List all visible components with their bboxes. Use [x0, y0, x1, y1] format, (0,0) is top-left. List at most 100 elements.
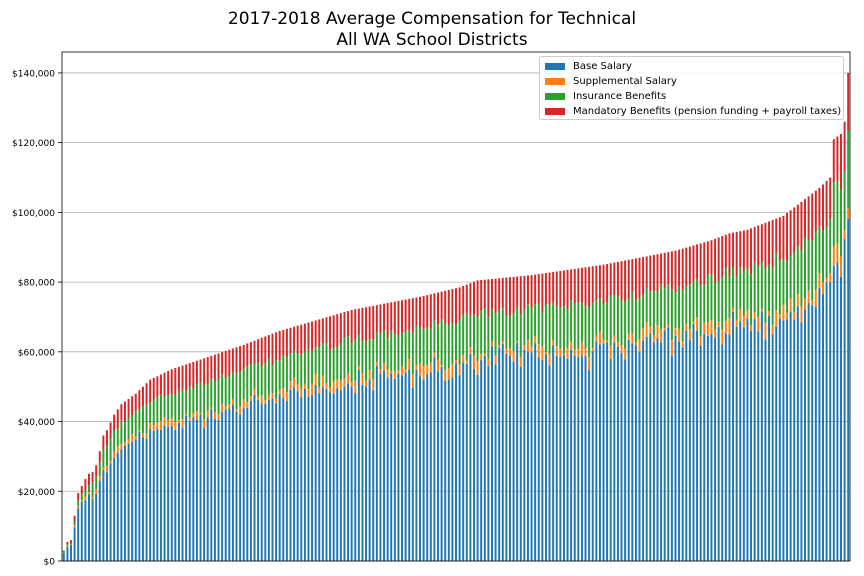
bar-segment [620, 261, 623, 301]
legend-swatch-supplemental-salary [545, 77, 565, 85]
bar-segment [555, 345, 558, 356]
bar-segment [559, 356, 562, 561]
bar-segment [170, 425, 173, 561]
bar-segment [109, 461, 112, 464]
bar-segment [800, 306, 803, 323]
bar-segment [120, 444, 123, 450]
bar-segment [462, 362, 465, 561]
bar-segment [516, 343, 519, 561]
bar-segment [685, 324, 688, 331]
bar-segment [462, 355, 465, 363]
bar-segment [710, 320, 713, 334]
bar-segment [789, 210, 792, 256]
bar-segment [483, 279, 486, 309]
bar-segment [494, 364, 497, 561]
bar-segment [372, 305, 375, 340]
bar-segment [260, 404, 263, 561]
bar-segment [487, 359, 490, 366]
bar-segment [588, 370, 591, 561]
bar-segment [329, 350, 332, 388]
bar-segment [311, 351, 314, 384]
bar-segment [674, 250, 677, 293]
bar-segment [271, 393, 274, 399]
bar-segment [289, 353, 292, 382]
bar-segment [843, 121, 846, 172]
bar-segment [573, 303, 576, 350]
bar-segment [203, 384, 206, 420]
bar-segment [419, 364, 422, 377]
bar-segment [458, 320, 461, 366]
legend-item-base-salary: Base Salary [545, 59, 632, 73]
bar-segment [429, 328, 432, 363]
bar-segment [757, 331, 760, 561]
bar-segment [419, 327, 422, 365]
bar-segment [260, 337, 263, 367]
bar-segment [804, 298, 807, 310]
bar-segment [242, 369, 245, 400]
bar-segment [674, 335, 677, 561]
bar-segment [411, 387, 414, 561]
legend-item-insurance-benefits: Insurance Benefits [545, 89, 666, 103]
bar-segment [210, 378, 213, 408]
bar-segment [645, 322, 648, 337]
bar-segment [149, 423, 152, 430]
bar-segment [365, 386, 368, 561]
bar-segment [354, 392, 357, 561]
bar-segment [84, 490, 87, 497]
bar-segment [307, 349, 310, 389]
bar-segment [753, 319, 756, 561]
bar-segment [588, 307, 591, 357]
bar-segment [498, 345, 501, 348]
bar-segment [303, 383, 306, 389]
bar-segment [501, 341, 504, 345]
y-tick-label: $80,000 [18, 279, 55, 289]
bar-segment [620, 345, 623, 354]
bar-segment [660, 284, 663, 330]
bar-segment [642, 340, 645, 561]
bar-segment [231, 371, 234, 400]
bar-segment [624, 359, 627, 561]
bar-segment [624, 301, 627, 349]
bar-segment [267, 395, 270, 400]
bar-segment [598, 331, 601, 345]
bar-segment [588, 356, 591, 371]
bar-segment [228, 349, 231, 377]
bar-segment [246, 343, 249, 367]
bar-segment [177, 366, 180, 391]
bar-segment [753, 227, 756, 262]
bar-segment [361, 341, 364, 374]
bar-segment [246, 366, 249, 402]
bar-segment [116, 453, 119, 561]
bar-segment [246, 401, 249, 408]
bar-segment [649, 326, 652, 334]
bar-segment [433, 293, 436, 321]
bar-segment [447, 368, 450, 380]
bar-segment [814, 289, 817, 307]
bar-segment [224, 350, 227, 378]
bar-segment [829, 273, 832, 282]
bar-segment [721, 236, 724, 278]
bar-segment [699, 243, 702, 286]
bar-segment [782, 259, 785, 305]
bar-segment [141, 433, 144, 438]
y-tick-label: $140,000 [12, 69, 55, 79]
bar-segment [793, 252, 796, 312]
bar-segment [764, 322, 767, 340]
bar-segment [519, 356, 522, 367]
bar-segment [757, 317, 760, 332]
bar-segment [174, 395, 177, 422]
bar-segment [660, 342, 663, 561]
bar-segment [735, 276, 738, 320]
bar-segment [688, 339, 691, 561]
bar-segment [221, 374, 224, 405]
bar-segment [649, 333, 652, 561]
bar-segment [703, 284, 706, 323]
bar-segment [221, 411, 224, 561]
bar-segment [437, 324, 439, 360]
bar-segment [210, 355, 213, 379]
bar-segment [408, 369, 411, 561]
bar-segment [681, 347, 684, 561]
bar-segment [195, 419, 198, 561]
bar-segment [379, 373, 382, 561]
